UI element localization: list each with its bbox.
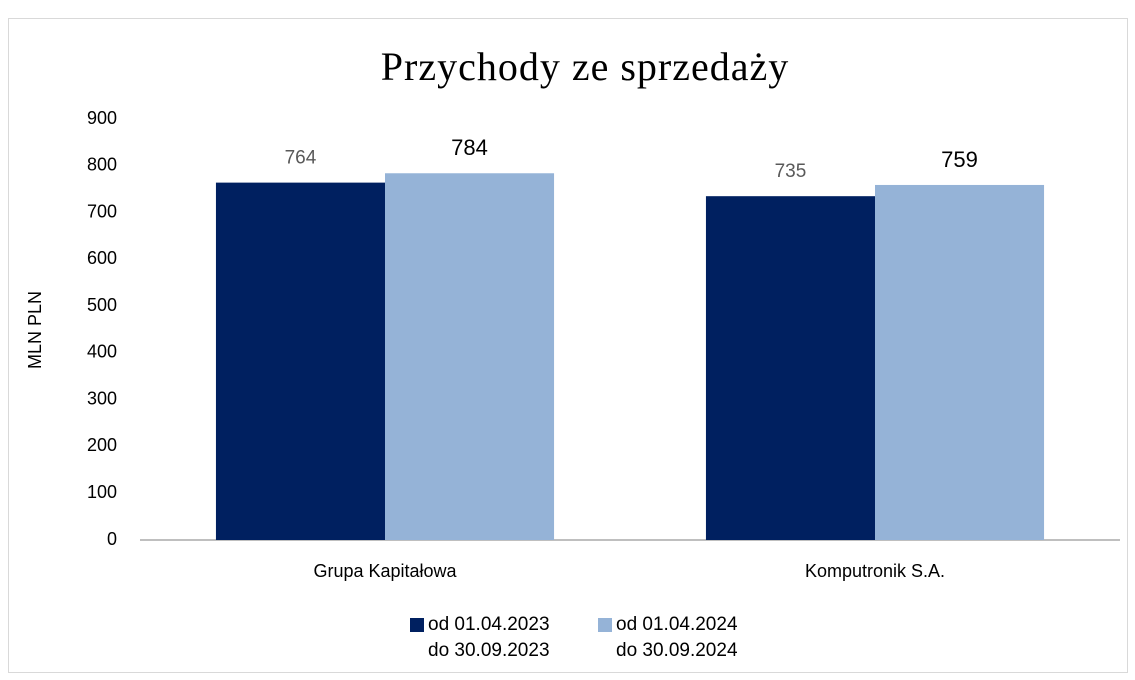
y-tick-label: 500 — [87, 295, 117, 315]
bar — [705, 196, 875, 540]
y-axis-label: MLN PLN — [25, 291, 45, 369]
bar — [385, 173, 555, 541]
y-tick-label: 300 — [87, 388, 117, 408]
legend-item: od 01.04.2023 do 30.09.2023 — [410, 612, 550, 664]
data-label: 764 — [285, 148, 317, 169]
legend-swatch — [410, 618, 424, 632]
y-tick-label: 900 — [87, 108, 117, 128]
bar — [215, 182, 385, 540]
data-label: 735 — [775, 161, 807, 182]
y-tick-label: 100 — [87, 482, 117, 502]
x-tick-label: Grupa Kapitałowa — [313, 561, 457, 581]
y-tick-label: 800 — [87, 155, 117, 175]
chart-title: Przychody ze sprzedaży — [381, 44, 789, 89]
legend-item: od 01.04.2024 do 30.09.2024 — [598, 612, 738, 664]
y-tick-label: 700 — [87, 201, 117, 221]
data-label: 784 — [451, 135, 488, 160]
legend-label: od 01.04.2023 do 30.09.2023 — [428, 614, 550, 661]
chart-frame — [8, 18, 1128, 673]
y-tick-label: 200 — [87, 435, 117, 455]
y-tick-label: 600 — [87, 248, 117, 268]
y-tick-label: 0 — [107, 529, 117, 549]
y-tick-label: 400 — [87, 342, 117, 362]
legend-label: od 01.04.2024 do 30.09.2024 — [616, 614, 738, 661]
x-tick-label: Komputronik S.A. — [805, 561, 945, 581]
data-label: 759 — [941, 147, 978, 172]
legend-swatch — [598, 618, 612, 632]
bar — [875, 184, 1045, 540]
